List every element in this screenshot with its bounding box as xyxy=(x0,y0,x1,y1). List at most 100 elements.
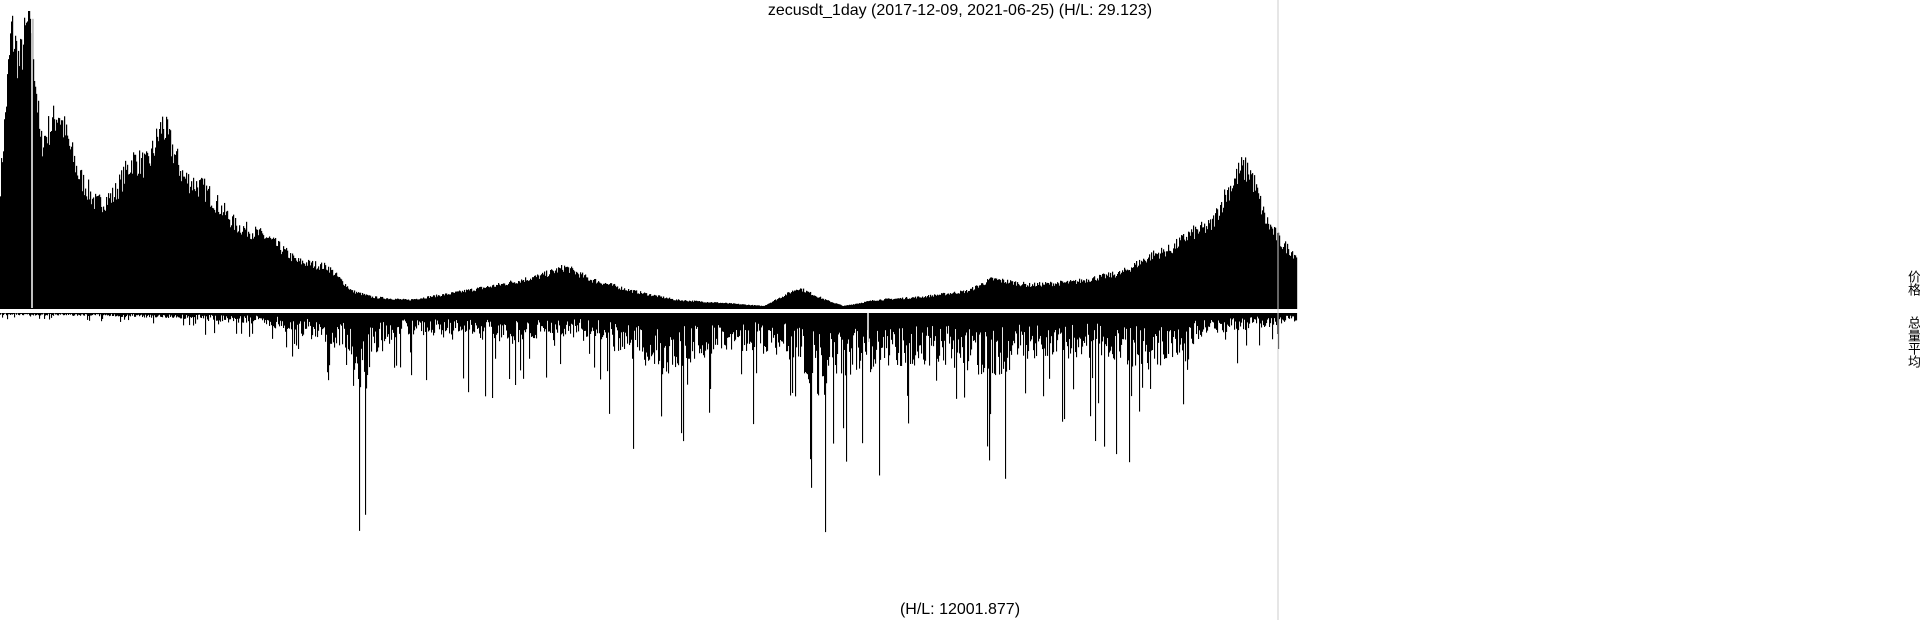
price-bar xyxy=(807,291,809,309)
price-bar xyxy=(580,272,582,309)
price-bar xyxy=(810,291,812,309)
price-bar xyxy=(892,299,894,309)
price-bar xyxy=(339,276,341,309)
volume-bar xyxy=(920,313,922,346)
volume-bar xyxy=(983,313,985,373)
volume-bar xyxy=(1191,313,1193,339)
volume-bar xyxy=(255,313,257,320)
price-bar xyxy=(267,238,269,309)
price-bar xyxy=(1045,282,1047,309)
price-bar xyxy=(1041,286,1043,309)
price-bar xyxy=(391,299,393,309)
volume-bar xyxy=(1011,313,1013,355)
volume-bar xyxy=(1283,313,1285,321)
price-bar xyxy=(427,296,429,309)
volume-bar xyxy=(893,313,895,332)
price-axis-label: 价格 xyxy=(1906,270,1920,296)
volume-bar xyxy=(566,313,568,325)
volume-bar xyxy=(231,313,233,317)
volume-bar xyxy=(530,313,532,334)
volume-bar xyxy=(497,313,499,334)
volume-bar xyxy=(1214,313,1216,329)
volume-bar xyxy=(1164,313,1166,359)
volume-bar xyxy=(1088,313,1090,335)
volume-bar xyxy=(1217,313,1219,333)
volume-bar xyxy=(1141,313,1143,364)
volume-bar xyxy=(250,313,252,318)
price-bar xyxy=(1102,273,1104,309)
price-bar xyxy=(930,294,932,309)
volume-bar xyxy=(1244,313,1246,320)
volume-bar xyxy=(1216,313,1218,330)
volume-bar xyxy=(51,313,53,318)
volume-bar xyxy=(77,313,79,316)
price-bar xyxy=(22,69,24,309)
volume-bar xyxy=(277,313,279,317)
volume-bar xyxy=(780,313,782,340)
volume-bar xyxy=(669,313,671,347)
volume-bar xyxy=(107,313,109,316)
price-bar xyxy=(679,300,681,309)
price-bar xyxy=(872,300,874,309)
volume-bar xyxy=(953,313,955,341)
volume-bar xyxy=(1113,313,1115,359)
price-bar xyxy=(1257,187,1259,309)
volume-bar xyxy=(833,313,835,444)
volume-bar xyxy=(724,313,726,345)
price-bar xyxy=(101,206,103,309)
volume-bar xyxy=(244,313,246,317)
price-bar xyxy=(694,300,696,309)
volume-bar xyxy=(237,313,239,319)
volume-bar xyxy=(236,313,238,334)
price-bar xyxy=(931,296,933,309)
price-bar xyxy=(750,305,752,309)
volume-bar xyxy=(1065,313,1067,327)
volume-bar xyxy=(506,313,508,331)
volume-bar xyxy=(990,313,992,415)
price-bar xyxy=(344,285,346,309)
volume-bar xyxy=(681,313,683,434)
volume-bar xyxy=(757,313,759,332)
price-bar xyxy=(979,285,981,309)
price-bar xyxy=(142,152,144,309)
volume-bar xyxy=(638,313,640,327)
volume-bar xyxy=(1015,313,1017,332)
price-bar xyxy=(54,119,56,309)
volume-bar xyxy=(84,313,86,316)
price-bar xyxy=(1179,237,1181,309)
volume-bar xyxy=(723,313,725,332)
price-bar xyxy=(1092,278,1094,309)
price-bar xyxy=(1292,251,1294,309)
price-bar xyxy=(350,289,352,309)
price-bar xyxy=(1031,286,1033,309)
volume-bar xyxy=(201,313,203,319)
price-bar xyxy=(1115,277,1117,309)
volume-bar xyxy=(664,313,666,348)
volume-bar xyxy=(302,313,304,337)
price-bar xyxy=(560,268,562,309)
volume-bar xyxy=(831,313,833,340)
price-bar xyxy=(777,299,779,309)
price-bar xyxy=(629,291,631,309)
price-bar xyxy=(1118,272,1120,309)
volume-bar xyxy=(421,313,423,332)
price-bar xyxy=(145,154,147,309)
price-bar xyxy=(268,237,270,309)
price-bar xyxy=(1093,277,1095,309)
volume-bar xyxy=(839,313,841,333)
price-bar xyxy=(1121,272,1123,309)
price-bar xyxy=(657,297,659,309)
volume-bar xyxy=(700,313,702,349)
price-bar xyxy=(26,22,28,310)
volume-bar xyxy=(476,313,478,326)
price-bar xyxy=(989,278,991,309)
price-bar xyxy=(521,279,523,309)
price-bar xyxy=(514,282,516,309)
volume-bar xyxy=(178,313,180,318)
price-bar xyxy=(104,209,106,309)
price-bar xyxy=(603,283,605,309)
volume-bar xyxy=(160,313,162,317)
volume-bar xyxy=(887,313,889,337)
volume-bar xyxy=(57,313,59,316)
